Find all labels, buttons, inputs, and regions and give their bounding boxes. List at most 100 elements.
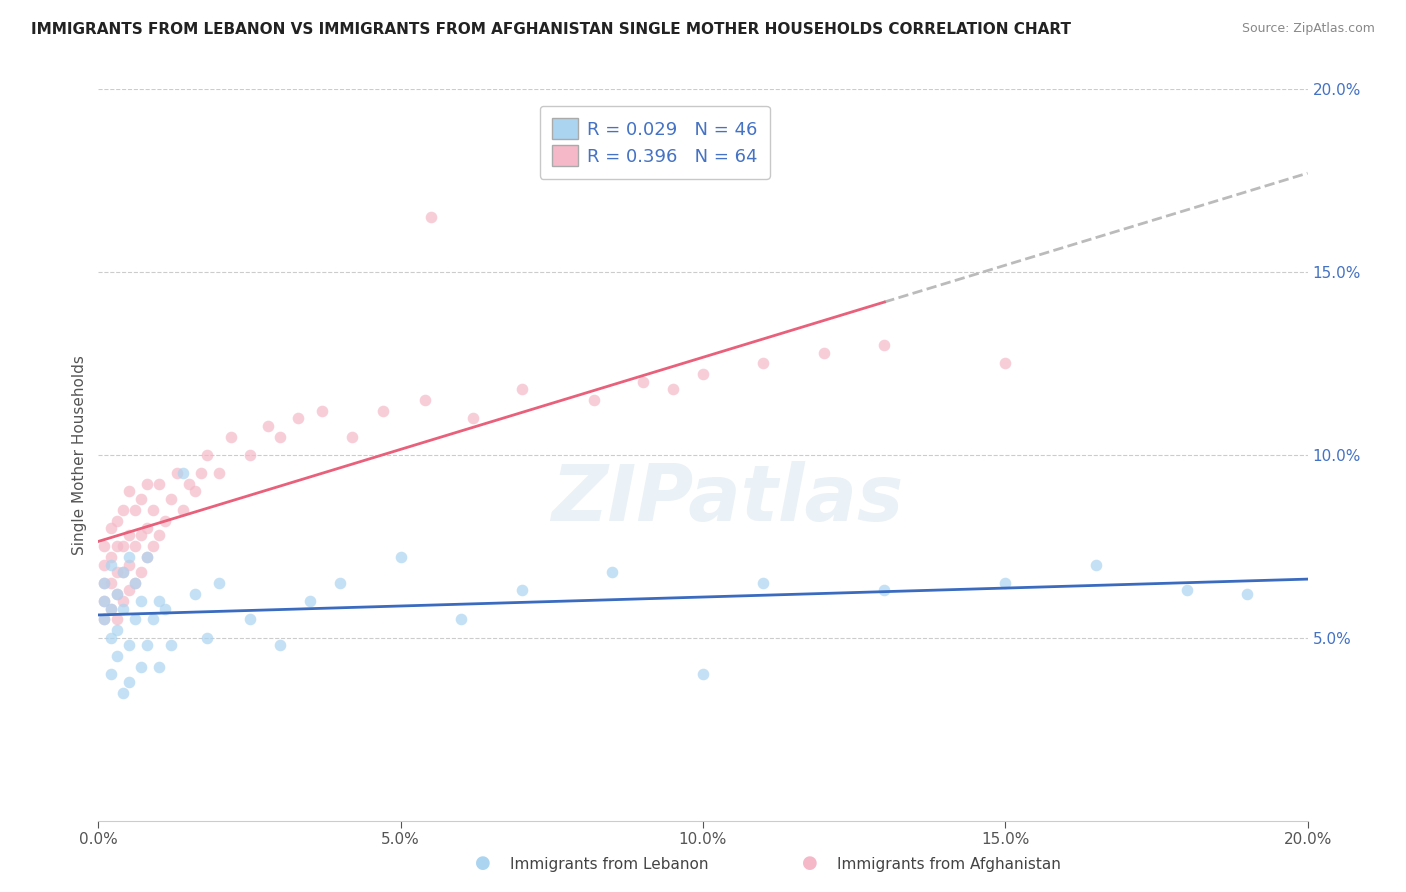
Point — [184, 587, 207, 601]
Point — [153, 601, 176, 615]
Point — [389, 550, 412, 565]
Point — [118, 484, 141, 499]
Point — [111, 539, 134, 553]
Point — [195, 448, 218, 462]
Point — [873, 583, 896, 598]
Point — [752, 356, 775, 371]
Point — [208, 576, 231, 591]
Point — [287, 411, 309, 425]
Point — [124, 576, 146, 591]
Point — [184, 484, 207, 499]
Text: IMMIGRANTS FROM LEBANON VS IMMIGRANTS FROM AFGHANISTAN SINGLE MOTHER HOUSEHOLDS : IMMIGRANTS FROM LEBANON VS IMMIGRANTS FR… — [31, 22, 1071, 37]
Point — [100, 631, 122, 645]
Point — [160, 638, 183, 652]
Point — [221, 430, 243, 444]
Point — [269, 638, 291, 652]
Point — [135, 521, 157, 535]
Point — [142, 503, 165, 517]
Point — [105, 565, 128, 579]
Point — [118, 550, 141, 565]
Point — [105, 587, 128, 601]
Point — [100, 576, 122, 591]
Point — [172, 466, 194, 480]
Text: Immigrants from Lebanon: Immigrants from Lebanon — [510, 857, 709, 872]
Point — [510, 583, 533, 598]
Point — [153, 514, 176, 528]
Point — [195, 631, 218, 645]
Point — [413, 392, 436, 407]
Point — [463, 411, 485, 425]
Point — [100, 667, 122, 681]
Point — [1175, 583, 1198, 598]
Point — [342, 430, 364, 444]
Point — [118, 583, 141, 598]
Point — [692, 368, 714, 382]
Point — [118, 558, 141, 572]
Point — [813, 345, 835, 359]
Point — [160, 491, 183, 506]
Point — [190, 466, 212, 480]
Point — [148, 477, 170, 491]
Point — [166, 466, 188, 480]
Point — [124, 539, 146, 553]
Point — [93, 576, 115, 591]
Point — [135, 550, 157, 565]
Point — [100, 550, 122, 565]
Point — [124, 613, 146, 627]
Point — [299, 594, 322, 608]
Point — [100, 601, 122, 615]
Point — [142, 613, 165, 627]
Point — [692, 667, 714, 681]
Point — [148, 594, 170, 608]
Point — [100, 521, 122, 535]
Point — [148, 660, 170, 674]
Point — [124, 503, 146, 517]
Point — [510, 382, 533, 396]
Point — [602, 565, 624, 579]
Point — [1085, 558, 1108, 572]
Point — [269, 430, 291, 444]
Point — [148, 528, 170, 542]
Point — [105, 514, 128, 528]
Point — [208, 466, 231, 480]
Point — [179, 477, 201, 491]
Text: Immigrants from Afghanistan: Immigrants from Afghanistan — [837, 857, 1060, 872]
Text: ZIPatlas: ZIPatlas — [551, 461, 903, 537]
Point — [873, 338, 896, 352]
Point — [93, 576, 115, 591]
Point — [583, 392, 606, 407]
Point — [135, 638, 157, 652]
Point — [105, 613, 128, 627]
Point — [105, 539, 128, 553]
Point — [129, 594, 152, 608]
Point — [129, 491, 152, 506]
Point — [118, 638, 141, 652]
Point — [100, 601, 122, 615]
Point — [124, 576, 146, 591]
Point — [105, 624, 128, 638]
Text: ●: ● — [475, 855, 491, 872]
Point — [329, 576, 352, 591]
Point — [752, 576, 775, 591]
Point — [420, 210, 443, 224]
Point — [311, 404, 333, 418]
Point — [93, 539, 115, 553]
Point — [135, 477, 157, 491]
Point — [450, 613, 472, 627]
Point — [239, 448, 262, 462]
Point — [111, 686, 134, 700]
Point — [118, 674, 141, 689]
Point — [105, 649, 128, 664]
Point — [111, 601, 134, 615]
Point — [1236, 587, 1258, 601]
Point — [631, 375, 654, 389]
Point — [111, 565, 134, 579]
Point — [111, 503, 134, 517]
Point — [142, 539, 165, 553]
Point — [105, 587, 128, 601]
Point — [135, 550, 157, 565]
Point — [100, 558, 122, 572]
Point — [111, 565, 134, 579]
Point — [93, 613, 115, 627]
Point — [93, 558, 115, 572]
